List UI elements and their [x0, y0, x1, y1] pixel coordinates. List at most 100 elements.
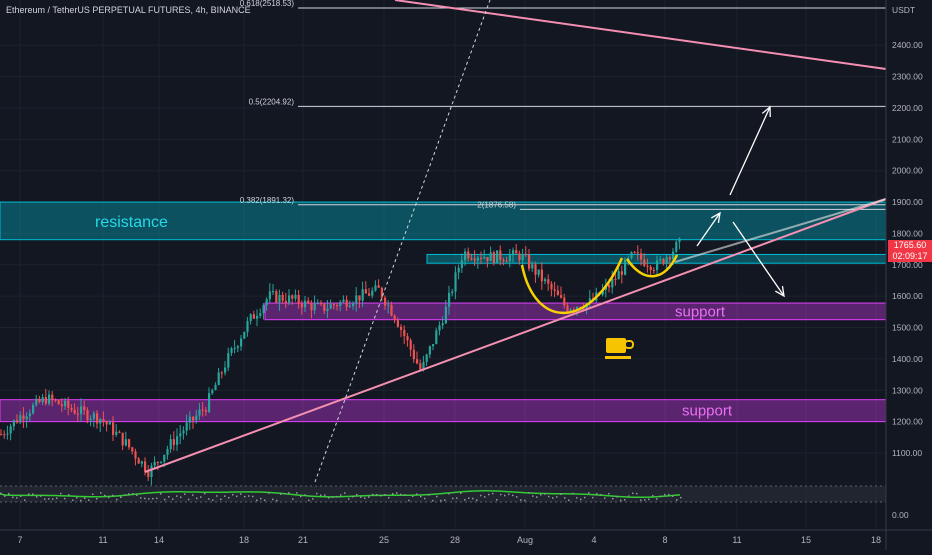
indicator-dot — [260, 497, 262, 500]
candle — [460, 260, 463, 268]
price-axis-tick: 1800.00 — [892, 228, 923, 238]
indicator-axis-tick: 0.00 — [892, 510, 909, 520]
indicator-dot — [8, 492, 10, 495]
indicator-dot — [596, 493, 598, 495]
cup-pattern-curve — [520, 257, 624, 315]
candle — [57, 400, 60, 405]
candle — [528, 254, 531, 269]
time-axis-tick: Aug — [517, 535, 533, 545]
indicator-dot — [292, 498, 294, 500]
indicator-dot — [236, 495, 238, 498]
indicator-dot — [284, 492, 286, 495]
candle — [403, 329, 406, 337]
candle — [342, 299, 345, 302]
indicator-dot — [372, 493, 374, 496]
candle — [128, 439, 131, 448]
candle — [73, 409, 76, 414]
candle — [374, 285, 377, 291]
candle — [3, 434, 6, 436]
indicator-dot — [252, 495, 254, 498]
candle — [665, 257, 668, 264]
candle — [387, 304, 390, 306]
candle — [48, 394, 51, 404]
candle — [678, 238, 681, 243]
indicator-dot — [296, 492, 298, 494]
candle — [464, 251, 467, 261]
fib-level-label: 0.618(2518.53) — [240, 0, 295, 8]
indicator-dot — [428, 494, 430, 496]
bar-countdown-label: 02:09:17 — [888, 251, 932, 262]
time-axis-tick: 8 — [662, 535, 667, 545]
candle — [185, 422, 188, 431]
candle — [531, 264, 534, 269]
indicator-dot — [16, 497, 18, 499]
candle — [675, 242, 678, 252]
indicator-dot — [520, 499, 522, 501]
candle — [236, 346, 239, 348]
indicator-dot — [344, 492, 346, 494]
candle — [12, 420, 15, 427]
indicator-dot — [572, 492, 574, 495]
candle — [275, 291, 278, 303]
indicator-dot — [240, 493, 242, 495]
candle — [115, 431, 118, 435]
candle — [83, 406, 86, 411]
indicator-dot — [140, 497, 142, 499]
indicator-dot — [508, 493, 510, 496]
price-axis-tick: 2000.00 — [892, 166, 923, 176]
indicator-dot — [40, 495, 42, 497]
candle — [208, 393, 211, 412]
time-axis-tick: 11 — [732, 535, 741, 545]
price-axis-tick: 1200.00 — [892, 417, 923, 427]
indicator-dot — [612, 497, 614, 500]
indicator-dot — [396, 492, 398, 494]
price-axis-tick: 2200.00 — [892, 103, 923, 113]
indicator-dot — [88, 499, 90, 501]
candle — [246, 321, 249, 332]
candle — [649, 266, 652, 271]
indicator-dot — [556, 496, 558, 498]
candle — [393, 315, 396, 321]
price-axis-tick: 1100.00 — [892, 448, 922, 458]
coffee-cup-handle — [624, 340, 634, 349]
price-axis-tick: 1900.00 — [892, 197, 923, 207]
breakout-arrow-head — [710, 211, 721, 223]
candle — [569, 309, 572, 312]
indicator-dot — [268, 492, 270, 494]
price-axis-currency: USDT — [892, 5, 915, 15]
support-label-lower: support — [682, 403, 733, 420]
candle — [326, 308, 329, 311]
candle — [278, 294, 281, 303]
candle — [169, 439, 172, 450]
candle — [249, 314, 252, 322]
indicator-dot — [388, 496, 390, 499]
candle — [179, 433, 182, 437]
current-price-label: 1765.60 — [888, 240, 932, 251]
zone-layer: resistance support support — [0, 201, 887, 423]
candle — [16, 420, 19, 423]
indicator-dot — [52, 498, 54, 500]
indicator-dot — [96, 498, 98, 500]
candle — [361, 289, 364, 301]
time-axis-tick: 25 — [379, 535, 389, 545]
time-axis-tick: 18 — [871, 535, 881, 545]
candle — [28, 413, 31, 417]
candle — [409, 340, 412, 350]
indicator-dot — [100, 492, 102, 494]
candle — [563, 297, 566, 306]
candle — [425, 354, 428, 362]
indicator-dot — [132, 493, 134, 495]
indicator-dot — [364, 497, 366, 499]
time-axis-tick: 4 — [591, 535, 596, 545]
indicator-dot — [528, 492, 530, 494]
indicator-dot — [564, 497, 566, 499]
coffee-cup-body — [606, 338, 626, 353]
candle — [380, 287, 383, 298]
time-axis-tick: 18 — [239, 535, 249, 545]
indicator-dot — [92, 493, 94, 495]
candle — [70, 407, 73, 410]
indicator-dot — [280, 493, 282, 495]
indicator-dot — [272, 498, 274, 501]
